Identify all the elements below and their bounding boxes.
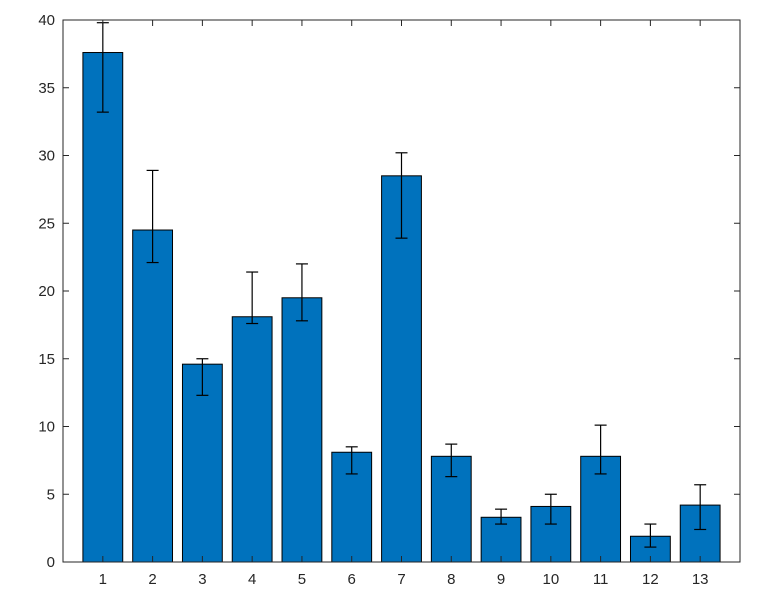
error-bar-6 <box>345 446 358 475</box>
x-tick-label: 4 <box>248 571 256 588</box>
bar-2 <box>132 229 174 563</box>
error-bar-10 <box>544 493 557 525</box>
axes-layer <box>62 19 741 563</box>
x-tick-label: 3 <box>198 571 206 588</box>
error-bar-4 <box>246 271 259 325</box>
error-bar-8 <box>445 443 458 478</box>
bar-5 <box>281 297 323 563</box>
error-bar-7 <box>395 152 408 239</box>
x-tick-label: 10 <box>542 571 559 588</box>
x-tick-label: 6 <box>348 571 356 588</box>
y-tick-label: 5 <box>47 486 55 503</box>
error-bar-9 <box>495 508 508 525</box>
x-tick-label: 7 <box>397 571 405 588</box>
error-bar-3 <box>196 358 209 396</box>
y-tick-label: 25 <box>38 215 55 232</box>
x-tick-label: 9 <box>497 571 505 588</box>
y-tick-label: 35 <box>38 80 55 97</box>
y-tick-label: 40 <box>38 12 55 29</box>
x-tick-label: 13 <box>692 571 709 588</box>
error-bar-2 <box>146 169 159 264</box>
y-tick-label: 15 <box>38 351 55 368</box>
error-bar-11 <box>594 424 607 475</box>
bars-layer <box>82 52 721 563</box>
error-bars-layer <box>96 22 707 548</box>
y-tick-label: 10 <box>38 419 55 436</box>
x-tick-label: 5 <box>298 571 306 588</box>
bar-3 <box>181 363 223 563</box>
x-tick-label: 8 <box>447 571 455 588</box>
error-bar-5 <box>295 263 308 322</box>
bar-4 <box>231 316 273 563</box>
bar-8 <box>430 455 472 563</box>
y-tick-label: 0 <box>47 554 55 571</box>
x-tick-label: 12 <box>642 571 659 588</box>
x-tick-label: 1 <box>99 571 107 588</box>
bar-1 <box>82 52 124 563</box>
y-tick-label: 30 <box>38 148 55 165</box>
x-tick-label: 11 <box>593 571 609 588</box>
x-tick-label: 2 <box>148 571 156 588</box>
error-bar-13 <box>694 484 707 531</box>
y-tick-label: 20 <box>38 283 55 300</box>
error-bar-12 <box>644 523 657 548</box>
